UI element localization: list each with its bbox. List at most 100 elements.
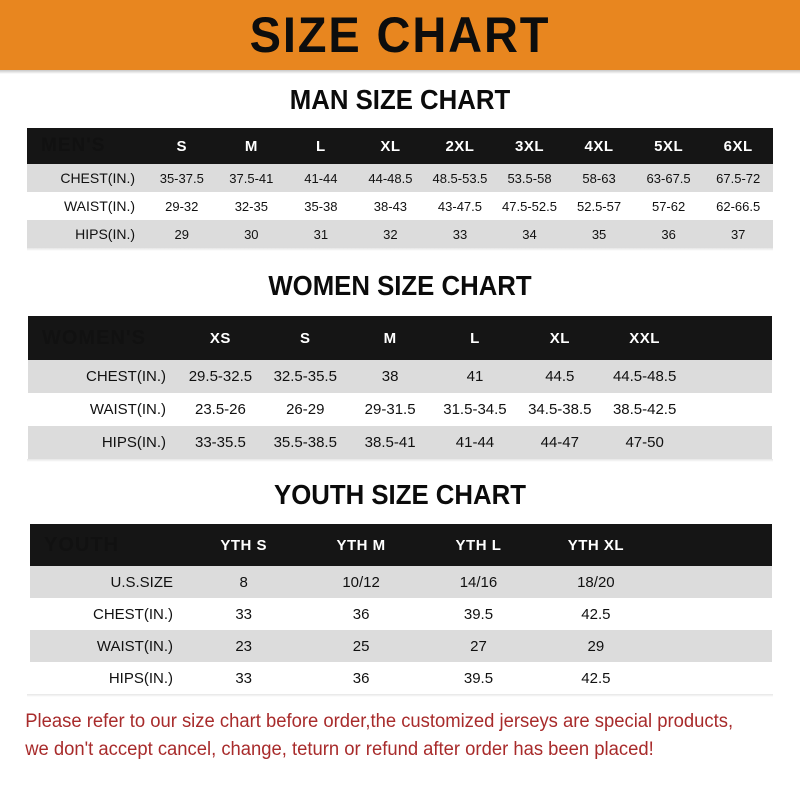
men-cell: 36 xyxy=(661,226,676,242)
women-corner-label: WOMEN'S xyxy=(42,326,146,349)
men-size-header: 5XL xyxy=(654,137,684,155)
youth-cell: 36 xyxy=(352,605,370,623)
men-section: MAN SIZE CHART MEN'S S M L XL 2XL 3XL 4XL 5XL 6XL… xyxy=(0,84,800,251)
youth-cell xyxy=(655,662,772,694)
order-policy-note-line-2: we don't accept cancel, change, teturn o… xyxy=(25,738,654,760)
youth-size-header: YTH L xyxy=(455,536,502,554)
men-size-header: XL xyxy=(380,137,401,155)
women-size-header: M xyxy=(383,329,397,347)
table-row: CHEST(IN.) 35-37.5 37.5-41 41-44 44-48.5 48.5… xyxy=(27,164,773,192)
men-header-row: MEN'S S M L XL 2XL 3XL 4XL 5XL 6XL xyxy=(27,128,773,164)
women-table-wrap: WOMEN'S XS S M L XL XXL CHEST(IN.) 29.5-32.5 32.5… xyxy=(0,316,800,462)
order-policy-note: Please refer to our size chart before or… xyxy=(0,708,776,763)
women-cell: 31.5-34.5 xyxy=(443,401,507,418)
youth-size-header: YTH S xyxy=(220,536,268,554)
men-corner-label: MEN'S xyxy=(41,135,106,156)
men-cell: 67.5-72 xyxy=(716,170,761,186)
youth-cell xyxy=(655,566,772,598)
table-row: HIPS(IN.) 29 30 31 32 33 34 35 36 37 xyxy=(27,220,773,248)
women-size-header: XS xyxy=(209,329,231,347)
table-row: U.S.SIZE 8 10/12 14/16 18/20 xyxy=(30,566,772,598)
women-size-header: XXL xyxy=(629,329,660,347)
women-header-row: WOMEN'S XS S M L XL XXL xyxy=(28,316,772,360)
men-cell: 35-37.5 xyxy=(159,170,204,186)
table-row: HIPS(IN.) 33-35.5 35.5-38.5 38.5-41 41-44 44-… xyxy=(28,426,772,459)
women-cell xyxy=(687,393,772,426)
youth-cell: 10/12 xyxy=(342,573,380,591)
men-cell: 33 xyxy=(452,226,468,242)
men-size-header: 2XL xyxy=(445,137,475,155)
men-cell: 47.5-52.5 xyxy=(502,198,557,214)
youth-cell xyxy=(655,598,772,630)
women-cell: 41-44 xyxy=(455,434,495,451)
men-cell: 32 xyxy=(383,226,398,242)
men-cell: 37.5-41 xyxy=(229,170,274,186)
women-section-title: WOMEN SIZE CHART xyxy=(268,270,532,301)
men-size-header: S xyxy=(176,137,188,155)
men-cell: 52.5-57 xyxy=(577,198,622,214)
youth-cell: 33 xyxy=(235,669,253,687)
table-row: CHEST(IN.) 33 36 39.5 42.5 xyxy=(30,598,772,630)
youth-row-label: CHEST(IN.) xyxy=(93,605,173,623)
men-section-title: MAN SIZE CHART xyxy=(289,84,511,115)
youth-cell: 39.5 xyxy=(463,669,494,687)
youth-cell: 36 xyxy=(352,669,370,687)
women-cell: 35.5-38.5 xyxy=(273,434,337,451)
women-section: WOMEN SIZE CHART WOMEN'S XS S M L XL XXL CHEST(… xyxy=(0,270,800,462)
youth-cell xyxy=(655,630,772,662)
youth-section: YOUTH SIZE CHART YOUTH YTH S YTH M YTH L YTH… xyxy=(0,479,800,697)
women-size-header: S xyxy=(300,329,311,347)
youth-section-title: YOUTH SIZE CHART xyxy=(274,479,526,510)
men-cell: 43-47.5 xyxy=(437,198,482,214)
women-cell: 34.5-38.5 xyxy=(528,401,592,418)
men-cell: 35-38 xyxy=(304,198,338,214)
youth-size-header: YTH M xyxy=(336,536,386,554)
men-cell: 44-48.5 xyxy=(368,170,413,186)
women-cell: 26-29 xyxy=(286,401,325,418)
women-cell: 32.5-35.5 xyxy=(273,368,337,385)
men-size-table: MEN'S S M L XL 2XL 3XL 4XL 5XL 6XL CHEST(IN.) 35-37… xyxy=(27,128,773,248)
women-size-header: L xyxy=(470,329,480,347)
women-cell: 38 xyxy=(381,368,399,385)
youth-cell: 42.5 xyxy=(581,669,611,687)
youth-cell: 18/20 xyxy=(577,573,615,591)
youth-cell: 27 xyxy=(470,637,487,655)
men-cell: 37 xyxy=(730,226,746,242)
women-row-label: WAIST(IN.) xyxy=(89,401,166,418)
women-cell: 29-31.5 xyxy=(364,401,416,418)
table-row: WAIST(IN.) 23.5-26 26-29 29-31.5 31.5-34.5 34… xyxy=(28,393,772,426)
women-row-label: HIPS(IN.) xyxy=(101,434,166,451)
men-cell: 63-67.5 xyxy=(646,170,691,186)
banner-shadow xyxy=(0,70,800,74)
women-size-table: WOMEN'S XS S M L XL XXL CHEST(IN.) 29.5-32.5 32.5… xyxy=(28,316,772,459)
women-cell: 41 xyxy=(466,368,484,385)
youth-cell: 25 xyxy=(352,637,370,655)
women-cell: 44-47 xyxy=(540,434,579,451)
women-size-header: XL xyxy=(549,329,570,347)
table-row: WAIST(IN.) 29-32 32-35 35-38 38-43 43-47.5 47.… xyxy=(27,192,773,220)
men-size-header: 3XL xyxy=(515,137,545,155)
women-cell: 44.5 xyxy=(545,368,575,385)
men-size-header: 4XL xyxy=(584,137,614,155)
banner-title: SIZE CHART xyxy=(249,7,551,63)
youth-cell: 42.5 xyxy=(581,605,611,623)
table-row: WAIST(IN.) 23 25 27 29 xyxy=(30,630,772,662)
men-cell: 29-32 xyxy=(165,198,199,214)
youth-cell: 14/16 xyxy=(459,573,498,591)
women-cell: 29.5-32.5 xyxy=(188,368,253,385)
women-cell xyxy=(687,426,772,459)
men-cell: 48.5-53.5 xyxy=(432,170,488,186)
youth-row-label: WAIST(IN.) xyxy=(96,637,173,655)
men-cell: 30 xyxy=(244,226,259,242)
women-size-header xyxy=(687,316,772,360)
youth-cell: 33 xyxy=(235,605,253,623)
men-cell: 58-63 xyxy=(582,170,616,186)
women-cell: 44.5-48.5 xyxy=(612,368,677,385)
men-size-header: M xyxy=(244,137,258,155)
youth-cell: 29 xyxy=(587,637,605,655)
men-size-header: 6XL xyxy=(723,137,753,155)
men-row-label: HIPS(IN.) xyxy=(75,226,135,242)
women-cell: 33-35.5 xyxy=(194,434,246,451)
men-cell: 62-66.5 xyxy=(716,198,761,214)
men-cell: 41-44 xyxy=(304,170,338,186)
